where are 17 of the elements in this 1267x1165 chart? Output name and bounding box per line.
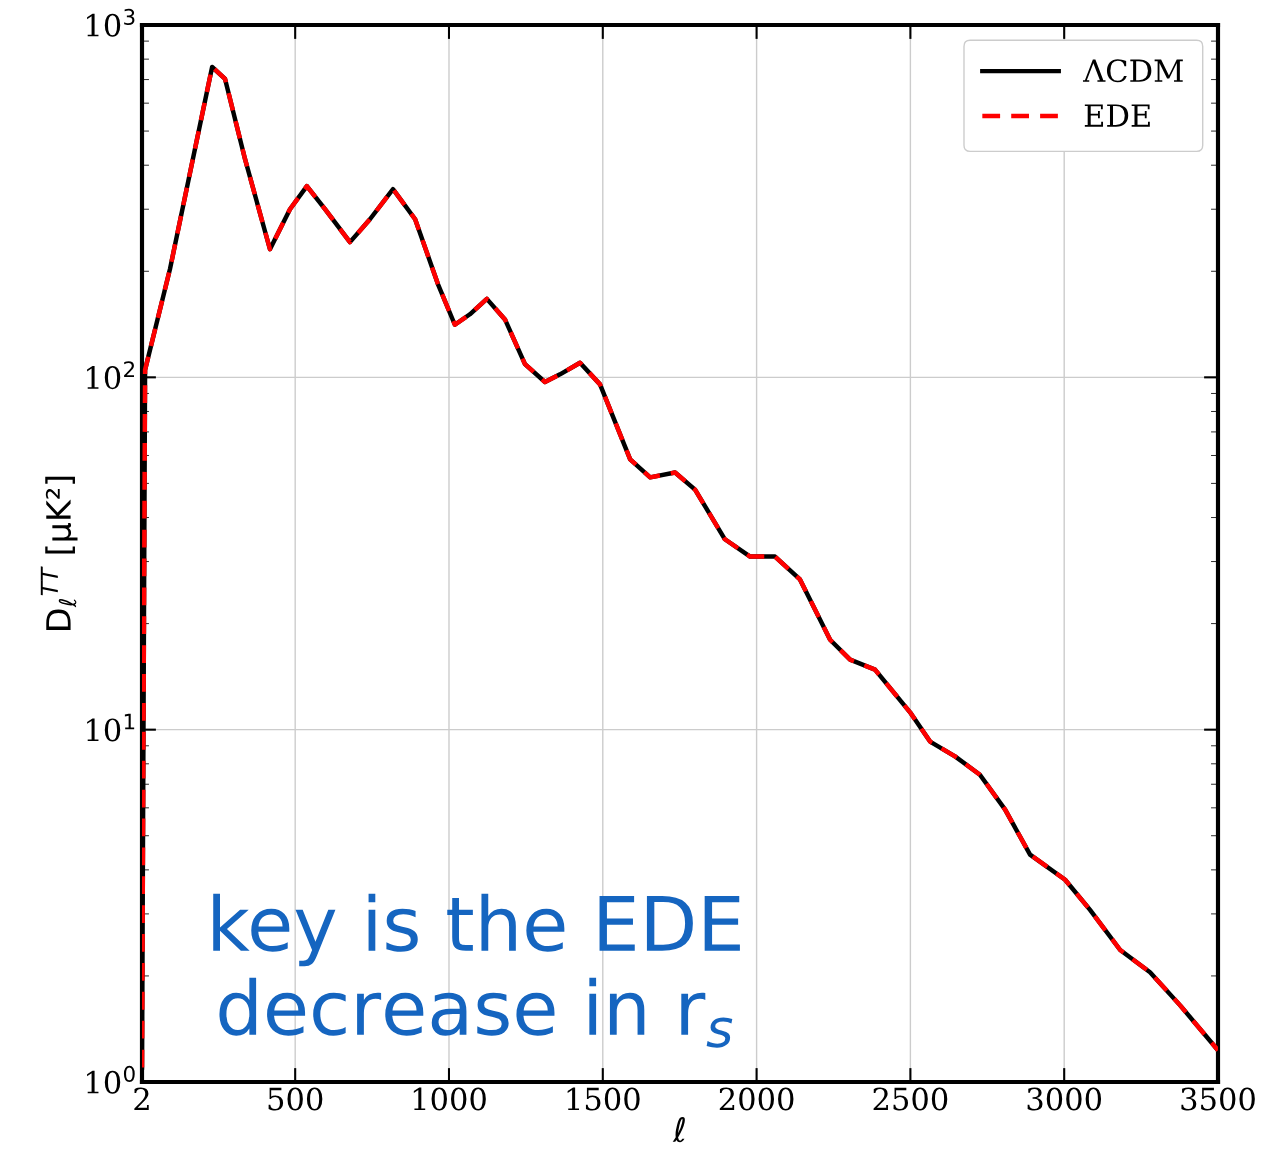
- y-tick-label: 10$^{3}$: [87, 8, 135, 37]
- x-tick-label: 1000: [413, 1087, 486, 1111]
- y-tick-label: 10$^{2}$: [87, 361, 134, 390]
- x-tick-label: 3500: [1181, 1087, 1255, 1111]
- x-tick-label: 2000: [719, 1087, 794, 1111]
- x-tick-label: 1500: [567, 1087, 640, 1111]
- x-tick-label: 2500: [873, 1087, 948, 1111]
- x-axis-title: ℓ: [672, 1117, 685, 1143]
- x-tick-label: 2: [134, 1087, 149, 1111]
- y-axis-title: D$_{ℓ}$$^{TT}$ [μK²]: [40, 476, 78, 630]
- y-tick-label: 10$^{1}$: [87, 713, 135, 742]
- annotation: key is the EDE decrease in r$_{s}$: [213, 893, 740, 1048]
- x-tick-label: 3000: [1027, 1087, 1102, 1111]
- legend-label: EDE: [1084, 104, 1150, 127]
- y-tick-label: 10$^{0}$: [87, 1065, 135, 1094]
- x-tick-label: 500: [268, 1087, 323, 1111]
- legend-label: ΛCDM: [1082, 59, 1183, 83]
